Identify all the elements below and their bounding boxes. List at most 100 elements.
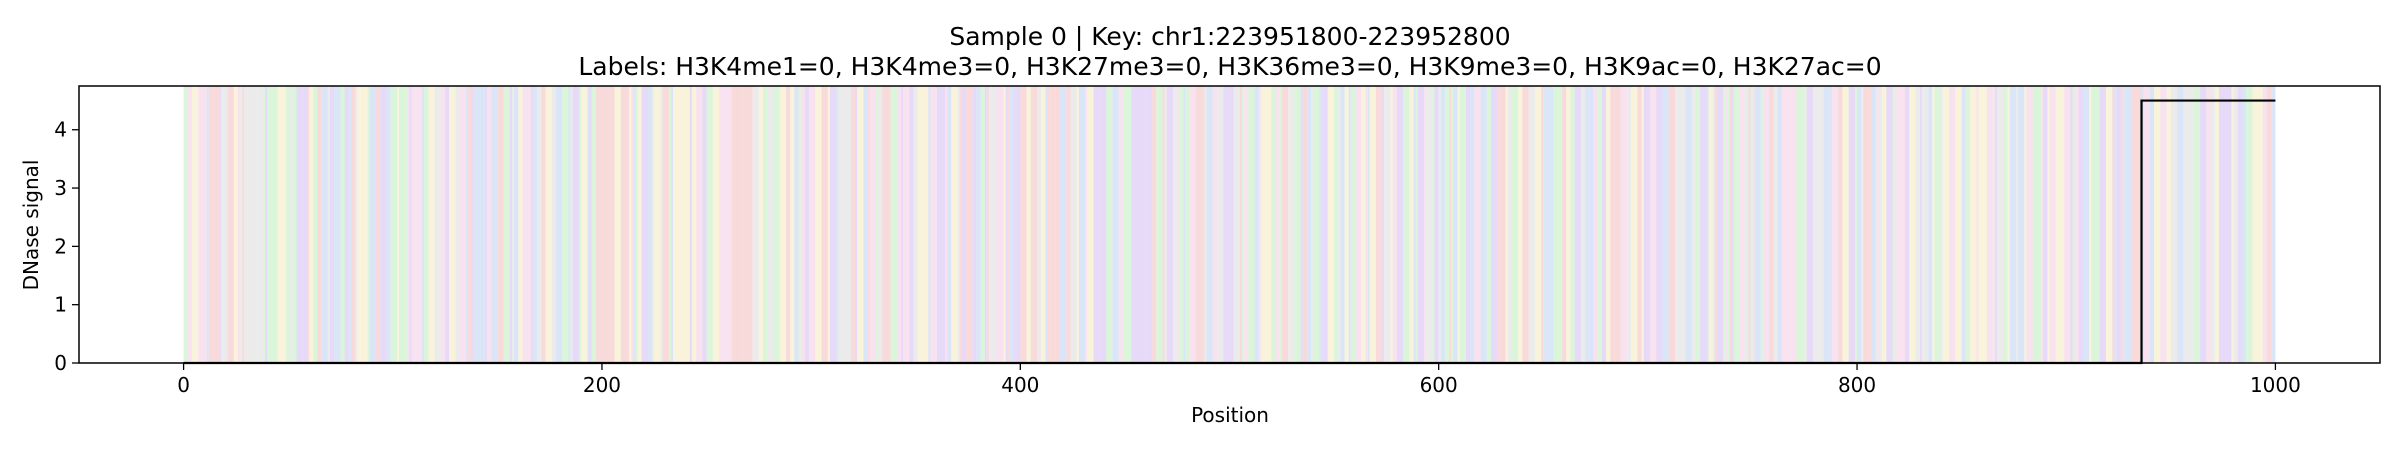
background-band	[1875, 86, 1878, 363]
background-band	[1798, 86, 1805, 363]
background-band	[484, 86, 487, 363]
background-band	[2114, 86, 2117, 363]
background-band	[1267, 86, 1272, 363]
background-band	[1553, 86, 1558, 363]
background-band	[1934, 86, 1941, 363]
background-band	[1903, 86, 1906, 363]
background-band	[1675, 86, 1682, 363]
background-band	[2267, 86, 2272, 363]
background-band	[2183, 86, 2188, 363]
background-band	[2041, 86, 2044, 363]
background-band	[292, 86, 297, 363]
background-band	[309, 86, 314, 363]
background-band	[683, 86, 690, 363]
background-band	[976, 86, 981, 363]
background-band	[2082, 86, 2090, 363]
background-band	[1790, 86, 1797, 363]
background-band	[1813, 86, 1818, 363]
background-band	[1668, 86, 1676, 363]
background-band	[760, 86, 764, 363]
background-band	[599, 86, 607, 363]
background-band	[758, 86, 761, 363]
background-band	[1857, 86, 1862, 363]
background-band	[242, 86, 245, 363]
background-band	[1087, 86, 1094, 363]
background-band	[296, 86, 303, 363]
background-band	[497, 86, 504, 363]
background-band	[1288, 86, 1295, 363]
background-band	[654, 86, 661, 363]
background-band	[2160, 86, 2167, 363]
background-band	[689, 86, 692, 363]
background-band	[1804, 86, 1807, 363]
background-band	[2049, 86, 2056, 363]
background-band	[1348, 86, 1351, 363]
background-band	[1762, 86, 1770, 363]
background-band	[537, 86, 542, 363]
background-band	[2264, 86, 2268, 363]
background-band	[1585, 86, 1590, 363]
background-band	[1032, 86, 1038, 363]
background-band	[1522, 86, 1527, 363]
background-band	[1716, 86, 1724, 363]
background-band	[800, 86, 805, 363]
background-band	[2036, 86, 2042, 363]
background-band	[2200, 86, 2207, 363]
background-band	[491, 86, 498, 363]
background-band	[1459, 86, 1462, 363]
background-band	[662, 86, 669, 363]
background-band	[277, 86, 284, 363]
background-bands	[183, 86, 2276, 363]
background-band	[1020, 86, 1027, 363]
background-band	[1486, 86, 1491, 363]
background-band	[660, 86, 663, 363]
background-band	[1227, 86, 1234, 363]
background-band	[2206, 86, 2211, 363]
background-band	[1685, 86, 1692, 363]
background-band	[765, 86, 768, 363]
background-band	[1783, 86, 1791, 363]
x-axis-label: Position	[1191, 403, 1269, 427]
background-band	[1026, 86, 1031, 363]
background-band	[1426, 86, 1433, 363]
background-band	[1503, 86, 1506, 363]
background-band	[637, 86, 642, 363]
background-band	[986, 86, 989, 363]
background-band	[1300, 86, 1303, 363]
background-band	[2078, 86, 2083, 363]
background-band	[2154, 86, 2161, 363]
background-band	[1239, 86, 1243, 363]
background-band	[350, 86, 356, 363]
background-band	[1474, 86, 1481, 363]
background-band	[191, 86, 199, 363]
background-band	[1434, 86, 1439, 363]
background-band	[1708, 86, 1713, 363]
background-band	[283, 86, 287, 363]
background-band	[959, 86, 962, 363]
background-band	[1566, 86, 1569, 363]
background-band	[1637, 86, 1642, 363]
background-band	[677, 86, 684, 363]
background-band	[827, 86, 830, 363]
background-band	[1610, 86, 1615, 363]
background-band	[570, 86, 573, 363]
background-band	[1900, 86, 1904, 363]
background-band	[767, 86, 774, 363]
background-band	[1725, 86, 1728, 363]
background-band	[1597, 86, 1602, 363]
background-band	[1769, 86, 1774, 363]
background-band	[1216, 86, 1224, 363]
background-band	[221, 86, 228, 363]
background-band	[1302, 86, 1307, 363]
background-band	[2112, 86, 2115, 363]
background-band	[631, 86, 634, 363]
background-band	[2210, 86, 2215, 363]
background-band	[465, 86, 469, 363]
background-band	[313, 86, 318, 363]
background-band	[746, 86, 753, 363]
background-band	[1355, 86, 1362, 363]
background-band	[2187, 86, 2194, 363]
background-band	[1375, 86, 1383, 363]
background-band	[1511, 86, 1519, 363]
